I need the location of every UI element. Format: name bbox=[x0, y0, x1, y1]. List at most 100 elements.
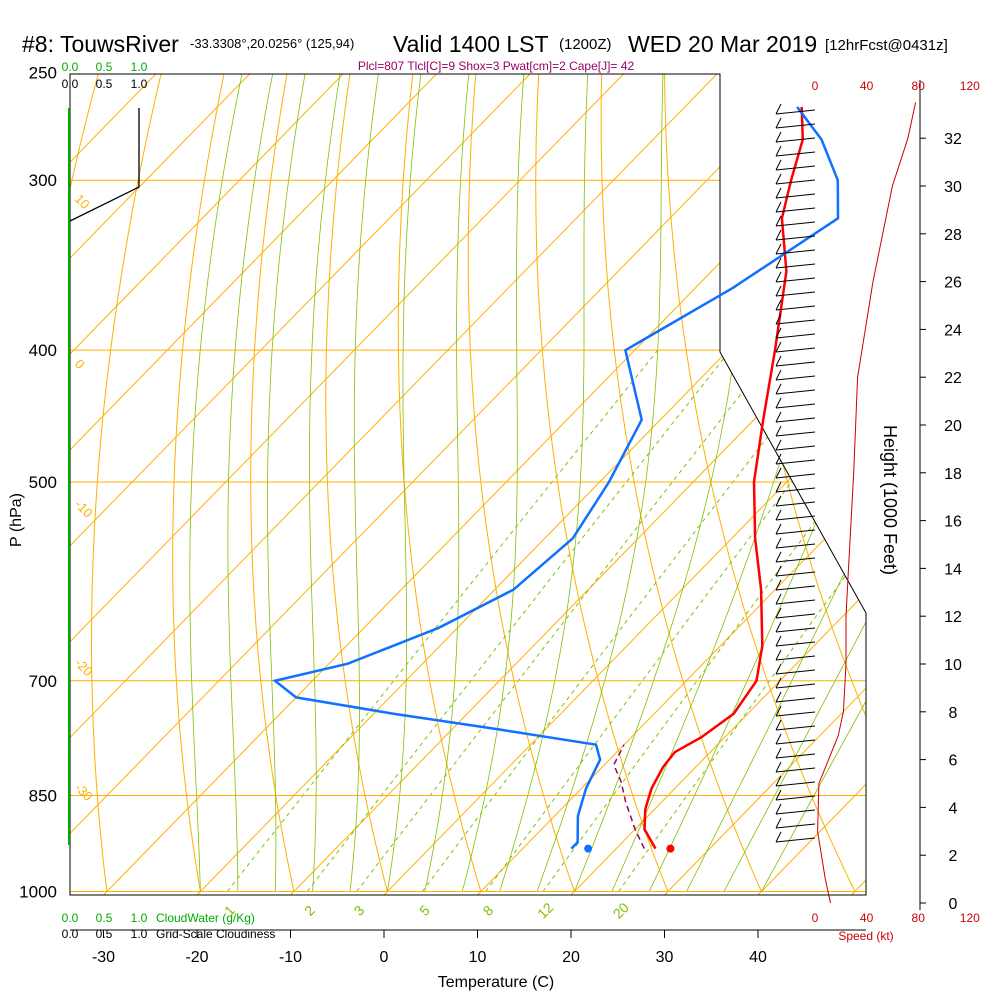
mixing-ratio-label: 8 bbox=[480, 902, 497, 919]
wind-barb-flag bbox=[776, 734, 781, 744]
speed-tick-bottom: 40 bbox=[860, 911, 874, 925]
x-tick-label: -30 bbox=[92, 949, 115, 966]
speed-tick-top: 120 bbox=[960, 79, 980, 93]
wind-barb-flag bbox=[776, 398, 781, 408]
height-tick-label: 24 bbox=[944, 322, 962, 339]
dry-adiabat-line bbox=[975, 48, 1000, 891]
isotherm-line bbox=[0, 0, 566, 895]
wind-barb-flag bbox=[776, 622, 781, 632]
wind-barb-flag bbox=[776, 804, 781, 814]
wind-barb-flag bbox=[776, 678, 781, 688]
surface-dewpoint-dot bbox=[584, 845, 592, 853]
isotherm-line bbox=[0, 0, 660, 895]
height-tick-label: 32 bbox=[944, 131, 962, 148]
pressure-tick-label: 700 bbox=[29, 672, 57, 691]
cloudwater-tick-bottom: 1.0 bbox=[131, 911, 148, 925]
speed-tick-top: 40 bbox=[860, 79, 874, 93]
height-tick-label: 8 bbox=[949, 705, 958, 722]
isotherm-line bbox=[758, 0, 1000, 895]
wind-barb bbox=[776, 334, 815, 338]
mixing-ratio-line bbox=[486, 350, 892, 891]
forecast-label: [12hrFcst@0431z] bbox=[825, 37, 948, 54]
height-tick-label: 22 bbox=[944, 370, 962, 387]
cloudwater-tick-top: 0.0 bbox=[62, 60, 79, 74]
wind-barb bbox=[776, 292, 815, 296]
stability-indices: Plcl=807 Tlcl[C]=9 Shox=3 Pwat[cm]=2 Cap… bbox=[358, 59, 635, 73]
wind-barb-flag bbox=[776, 384, 781, 394]
wind-barb-flag bbox=[776, 440, 781, 450]
dry-adiabat-line bbox=[173, 48, 230, 891]
cloudiness-tick-top: 0.5 bbox=[96, 77, 113, 91]
wind-barb-flag bbox=[776, 104, 781, 114]
wind-barb bbox=[776, 110, 815, 114]
dry-adiabat-line bbox=[251, 48, 294, 891]
wind-barb bbox=[776, 656, 815, 660]
cloudwater-label: CloudWater (g/Kg) bbox=[156, 911, 255, 925]
wind-barb-flag bbox=[776, 118, 781, 128]
wind-barb bbox=[776, 250, 815, 254]
wind-barb-flag bbox=[776, 636, 781, 646]
wind-barb-flag bbox=[776, 174, 781, 184]
height-tick-label: 28 bbox=[944, 227, 962, 244]
isotherm-line bbox=[0, 0, 192, 895]
wind-barb bbox=[776, 740, 815, 744]
surface-temperature-dot bbox=[666, 845, 674, 853]
mixing-ratio-label: 12 bbox=[534, 899, 556, 921]
x-tick-label: -10 bbox=[279, 949, 302, 966]
wind-barb-flag bbox=[776, 538, 781, 548]
speed-tick-top: 80 bbox=[912, 79, 926, 93]
wind-barb-flag bbox=[776, 188, 781, 198]
x-tick-label: 10 bbox=[469, 949, 487, 966]
wind-barb bbox=[776, 768, 815, 772]
wind-barb bbox=[776, 390, 815, 394]
wind-barb bbox=[776, 838, 815, 842]
wind-barb-flag bbox=[776, 202, 781, 212]
mixing-ratio-label: 20 bbox=[610, 899, 632, 921]
mixing-ratio-label: 5 bbox=[416, 902, 433, 919]
left-edge-label: 0 bbox=[72, 356, 88, 372]
cloudiness-tick-top: 0.0 bbox=[62, 77, 79, 91]
speed-tick-bottom: 0 bbox=[812, 911, 819, 925]
wind-barb-flag bbox=[776, 412, 781, 422]
isotherm-line bbox=[0, 0, 379, 895]
y-axis-title: P (hPa) bbox=[8, 493, 25, 547]
wind-barb-flag bbox=[776, 230, 781, 240]
pressure-tick-label: 300 bbox=[29, 171, 57, 190]
isotherm-line bbox=[478, 0, 1000, 895]
wind-barb-flag bbox=[776, 524, 781, 534]
wind-barb bbox=[776, 796, 815, 800]
valid-date: WED 20 Mar 2019 bbox=[628, 31, 817, 57]
wind-barb bbox=[776, 474, 815, 478]
wind-barb-flag bbox=[776, 748, 781, 758]
wind-barb-flag bbox=[776, 426, 781, 436]
x-tick-label: 30 bbox=[656, 949, 674, 966]
x-tick-label: -20 bbox=[185, 949, 208, 966]
left-edge-label: 10 bbox=[72, 191, 93, 212]
wind-barb bbox=[776, 264, 815, 268]
wind-barb bbox=[776, 348, 815, 352]
dry-adiabat-line bbox=[601, 48, 761, 891]
speed-axis-title: Speed (kt) bbox=[838, 929, 893, 943]
x-tick-label: 20 bbox=[562, 949, 580, 966]
cloudiness-tick-bottom: 1.0 bbox=[131, 927, 148, 941]
height-tick-label: 4 bbox=[949, 800, 958, 817]
wind-barb-flag bbox=[776, 552, 781, 562]
wind-barb bbox=[776, 558, 815, 562]
mixing-ratio-line bbox=[227, 350, 657, 891]
wind-barb-flag bbox=[776, 832, 781, 842]
cloudwater-tick-top: 0.5 bbox=[96, 60, 113, 74]
wind-barb-flag bbox=[776, 244, 781, 254]
wind-barb-flag bbox=[776, 720, 781, 730]
pressure-tick-label: 400 bbox=[29, 341, 57, 360]
speed-tick-bottom: 80 bbox=[912, 911, 926, 925]
station-coords: -33.3308°,20.0256° (125,94) bbox=[190, 36, 354, 51]
wind-barb-flag bbox=[776, 132, 781, 142]
wind-barb-flag bbox=[776, 566, 781, 576]
speed-tick-top: 0 bbox=[812, 79, 819, 93]
wind-barb-flag bbox=[776, 594, 781, 604]
dry-adiabat-line bbox=[851, 48, 1000, 891]
wind-barb bbox=[776, 824, 815, 828]
wind-barb-flag bbox=[776, 216, 781, 226]
